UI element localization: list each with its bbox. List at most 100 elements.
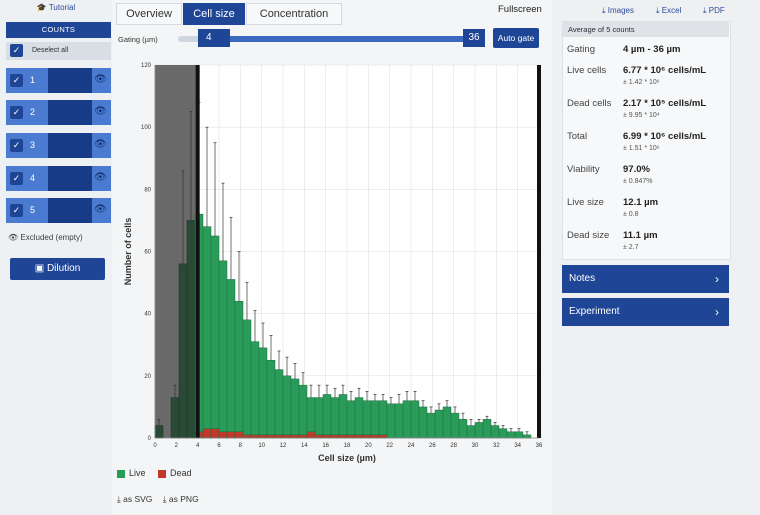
live-bar xyxy=(466,425,476,439)
count-item-4[interactable]: ✓ 4 👁 xyxy=(6,166,111,191)
live-bar xyxy=(202,226,212,439)
stat-value-total: 6.99 * 10⁶ cells/mL xyxy=(623,131,707,142)
count-item-2[interactable]: ✓ 2 👁 xyxy=(6,100,111,125)
dead-bar xyxy=(362,434,372,439)
stat-value-dead-cells: 2.17 * 10⁵ cells/mL xyxy=(623,98,707,109)
gating-max-handle[interactable]: 36 xyxy=(463,29,485,47)
x-tick-label: 8 xyxy=(239,443,243,449)
live-bar xyxy=(426,412,436,439)
notes-panel-button[interactable]: Notes › xyxy=(562,265,729,293)
eye-slash-icon[interactable]: 👁 xyxy=(94,139,107,150)
stat-value-viability: 97.0% xyxy=(623,164,650,175)
legend-live[interactable]: Live xyxy=(117,468,146,478)
stat-error-total: ± 1.51 * 10⁶ xyxy=(623,145,660,152)
auto-gate-button[interactable]: Auto gate xyxy=(493,28,539,48)
deselect-all-row[interactable]: ✓ Deselect all xyxy=(6,42,111,60)
live-bar xyxy=(282,375,292,439)
download-icon: ⤓ xyxy=(162,494,169,504)
y-tick-label: 120 xyxy=(141,63,152,69)
tab-overview[interactable]: Overview xyxy=(116,3,182,25)
x-tick-label: 16 xyxy=(322,443,329,449)
dead-bar xyxy=(210,428,220,439)
x-tick-label: 30 xyxy=(472,443,479,449)
live-bar xyxy=(370,400,380,439)
dead-bar xyxy=(282,434,292,439)
gating-min-handle[interactable]: 4 xyxy=(198,29,230,47)
stat-error-dead-size: ± 2.7 xyxy=(623,244,639,251)
live-bar xyxy=(210,235,220,439)
excluded-item[interactable]: 👁 Excluded (empty) xyxy=(8,233,83,242)
stats-card xyxy=(562,21,731,260)
count-checkbox[interactable]: ✓ xyxy=(10,74,23,87)
count-checkbox[interactable]: ✓ xyxy=(10,106,23,119)
x-tick-label: 32 xyxy=(493,443,500,449)
stat-label-dead-size: Dead size xyxy=(567,230,610,241)
x-tick-label: 36 xyxy=(536,443,543,449)
dead-bar xyxy=(370,434,380,439)
live-bar xyxy=(402,400,412,439)
dead-bar xyxy=(314,434,324,439)
live-bar xyxy=(250,341,260,439)
dead-bar xyxy=(266,434,276,439)
graduation-cap-icon: 🎓 xyxy=(36,3,49,12)
x-tick-label: 26 xyxy=(429,443,436,449)
stat-error-live-size: ± 0.8 xyxy=(623,211,639,218)
dilution-button[interactable]: ▣ Dilution xyxy=(10,258,105,280)
count-item-3[interactable]: ✓ 3 👁 xyxy=(6,133,111,158)
experiment-panel-button[interactable]: Experiment › xyxy=(562,298,729,326)
stat-label-live-size: Live size xyxy=(567,197,604,208)
y-tick-label: 40 xyxy=(144,312,151,318)
dead-bar xyxy=(218,431,228,439)
download-images-link[interactable]: ⤓ Images xyxy=(602,6,634,15)
count-checkbox[interactable]: ✓ xyxy=(10,172,23,185)
tab-cell-size[interactable]: Cell size xyxy=(183,3,245,25)
gating-slider-range[interactable] xyxy=(198,36,463,42)
download-icon: ⤓ xyxy=(656,6,662,15)
live-bar xyxy=(450,412,460,439)
live-bar xyxy=(298,384,308,439)
stat-error-dead-cells: ± 9.95 * 10⁴ xyxy=(623,112,660,119)
dead-bar xyxy=(354,434,364,439)
download-icon: ⤓ xyxy=(117,494,124,504)
count-item-1[interactable]: ✓ 1 👁 xyxy=(6,68,111,93)
live-bar xyxy=(290,378,300,439)
eye-slash-icon[interactable]: 👁 xyxy=(94,74,107,85)
download-excel-link[interactable]: ⤓ Excel xyxy=(656,6,682,15)
dead-bar xyxy=(338,434,348,439)
count-checkbox[interactable]: ✓ xyxy=(10,139,23,152)
y-tick-label: 20 xyxy=(144,374,151,380)
live-bar xyxy=(274,369,284,439)
live-bar xyxy=(346,400,356,439)
fullscreen-button[interactable]: Fullscreen xyxy=(498,4,542,15)
tutorial-link[interactable]: 🎓 Tutorial xyxy=(36,3,76,12)
export-png-link[interactable]: ⤓ as PNG xyxy=(162,494,199,504)
count-label: 4 xyxy=(30,173,36,183)
counts-header: COUNTS xyxy=(6,22,111,38)
count-swatch xyxy=(48,68,92,93)
eye-slash-icon[interactable]: 👁 xyxy=(94,172,107,183)
live-bar xyxy=(498,428,508,439)
deselect-all-checkbox[interactable]: ✓ xyxy=(10,44,23,57)
live-bar xyxy=(338,394,348,439)
deselect-all-label: Deselect all xyxy=(32,47,69,54)
live-bar xyxy=(178,263,188,439)
live-bar xyxy=(386,403,396,439)
chevron-right-icon: › xyxy=(715,272,719,286)
stat-label-gating: Gating xyxy=(567,44,595,55)
legend-dead[interactable]: Dead xyxy=(158,468,192,478)
eye-slash-icon[interactable]: 👁 xyxy=(94,106,107,117)
download-pdf-link[interactable]: ⤓ PDF xyxy=(703,6,725,15)
count-checkbox[interactable]: ✓ xyxy=(10,204,23,217)
eye-slash-icon[interactable]: 👁 xyxy=(94,204,107,215)
live-bar xyxy=(394,403,404,439)
live-bar xyxy=(482,419,492,439)
x-tick-label: 34 xyxy=(514,443,521,449)
export-svg-link[interactable]: ⤓ as SVG xyxy=(117,494,153,504)
live-bar xyxy=(418,406,428,439)
live-bar xyxy=(410,400,420,439)
live-bar xyxy=(490,425,500,439)
count-item-5[interactable]: ✓ 5 👁 xyxy=(6,198,111,223)
dead-bar xyxy=(346,434,356,439)
stat-label-dead-cells: Dead cells xyxy=(567,98,612,109)
tab-concentration[interactable]: Concentration xyxy=(246,3,342,25)
